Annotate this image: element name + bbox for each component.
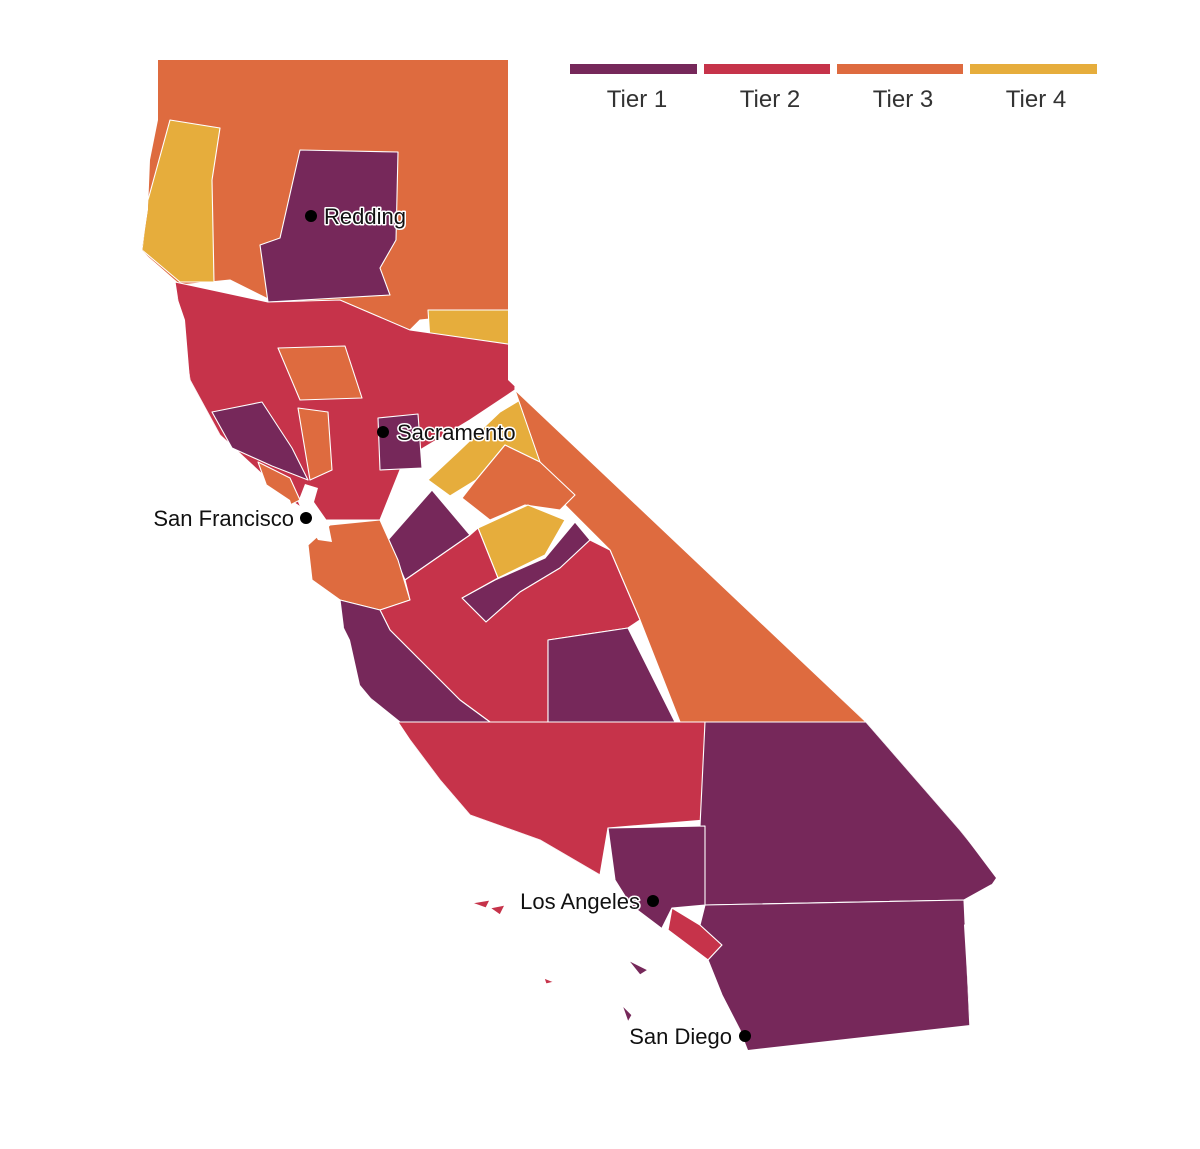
legend-swatch-tier-3 (837, 64, 963, 74)
city-marker-san-diego: San Diego (628, 1023, 751, 1051)
county-region (277, 345, 363, 401)
county-region (297, 407, 333, 481)
city-label: Los Angeles (520, 889, 640, 914)
city-markers: Redding Sacramento San Francisco Los Ang… (152, 203, 751, 1051)
island (543, 977, 555, 985)
county-region (607, 825, 706, 933)
city-dot (377, 426, 389, 438)
legend-label-tier-2: Tier 2 (740, 86, 800, 113)
legend-swatch-tier-2 (704, 64, 830, 74)
legend-label-tier-4: Tier 4 (1006, 86, 1066, 113)
island (489, 904, 506, 916)
city-label: San Francisco (153, 506, 294, 531)
county-region (377, 413, 423, 471)
city-marker-redding: Redding (305, 203, 407, 231)
legend-swatch-tier-1 (570, 64, 697, 74)
channel-islands (471, 899, 649, 1023)
california-counties (142, 60, 996, 1050)
legend-swatch-tier-4 (970, 64, 1097, 74)
city-dot (647, 895, 659, 907)
city-marker-los-angeles: Los Angeles (519, 888, 659, 916)
city-label: Redding (324, 204, 406, 229)
county-region (259, 149, 399, 303)
legend: Tier 1 Tier 2 Tier 3 Tier 4 (570, 64, 1097, 113)
county-region (461, 444, 576, 521)
city-label: Sacramento (397, 420, 516, 445)
city-dot (739, 1030, 751, 1042)
city-dot (305, 210, 317, 222)
san-francisco-bay (298, 484, 332, 542)
city-dot (300, 512, 312, 524)
city-label: San Diego (629, 1024, 732, 1049)
county-region (699, 899, 971, 1050)
city-marker-sacramento: Sacramento (377, 419, 517, 447)
island (471, 899, 491, 909)
island (627, 959, 649, 976)
island (621, 1004, 633, 1023)
legend-label-tier-1: Tier 1 (607, 86, 667, 113)
county-region (211, 401, 309, 481)
county-region (699, 721, 996, 906)
city-marker-san-francisco: San Francisco (152, 505, 312, 533)
legend-label-tier-3: Tier 3 (873, 86, 933, 113)
